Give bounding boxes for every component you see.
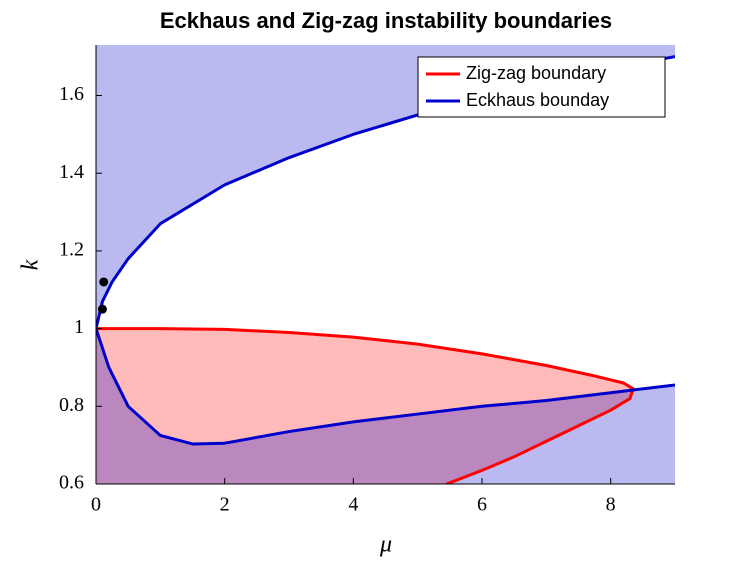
- series-line: [96, 327, 635, 484]
- fill-layer: [96, 45, 675, 484]
- legend-box: [417, 56, 666, 118]
- x-tick-label: 8: [606, 494, 616, 516]
- y-tick-label: 0.8: [59, 394, 84, 416]
- eckhaus-region: [96, 328, 675, 484]
- y-tick-label: 1.6: [59, 83, 84, 105]
- y-tick-label: 0.6: [59, 472, 84, 494]
- marker-point: [99, 277, 109, 287]
- y-tick-label: 1.4: [59, 161, 84, 183]
- y-tick-label: 1: [74, 316, 84, 338]
- y-axis-label: k: [18, 259, 44, 270]
- x-tick-label: 0: [91, 494, 101, 516]
- marker-point: [97, 304, 107, 314]
- axes: 0 2 4 6 8 0.6 0.8 1 1.2 1.4 1.6: [59, 45, 675, 516]
- legend-label: Eckhaus bounday: [466, 90, 609, 110]
- x-tick-label: 4: [348, 494, 358, 516]
- x-tick-label: 6: [477, 494, 487, 516]
- legend: Zig-zag boundary Eckhaus bounday: [417, 56, 666, 118]
- y-tick-label: 1.2: [59, 238, 84, 260]
- x-tick-label: 2: [220, 494, 230, 516]
- x-axis-label: μ: [379, 532, 392, 558]
- zigzag-region: [96, 328, 634, 484]
- legend-label: Zig-zag boundary: [466, 63, 606, 83]
- eckhaus-region: [96, 45, 675, 329]
- chart-title: Eckhaus and Zig-zag instability boundari…: [160, 8, 612, 33]
